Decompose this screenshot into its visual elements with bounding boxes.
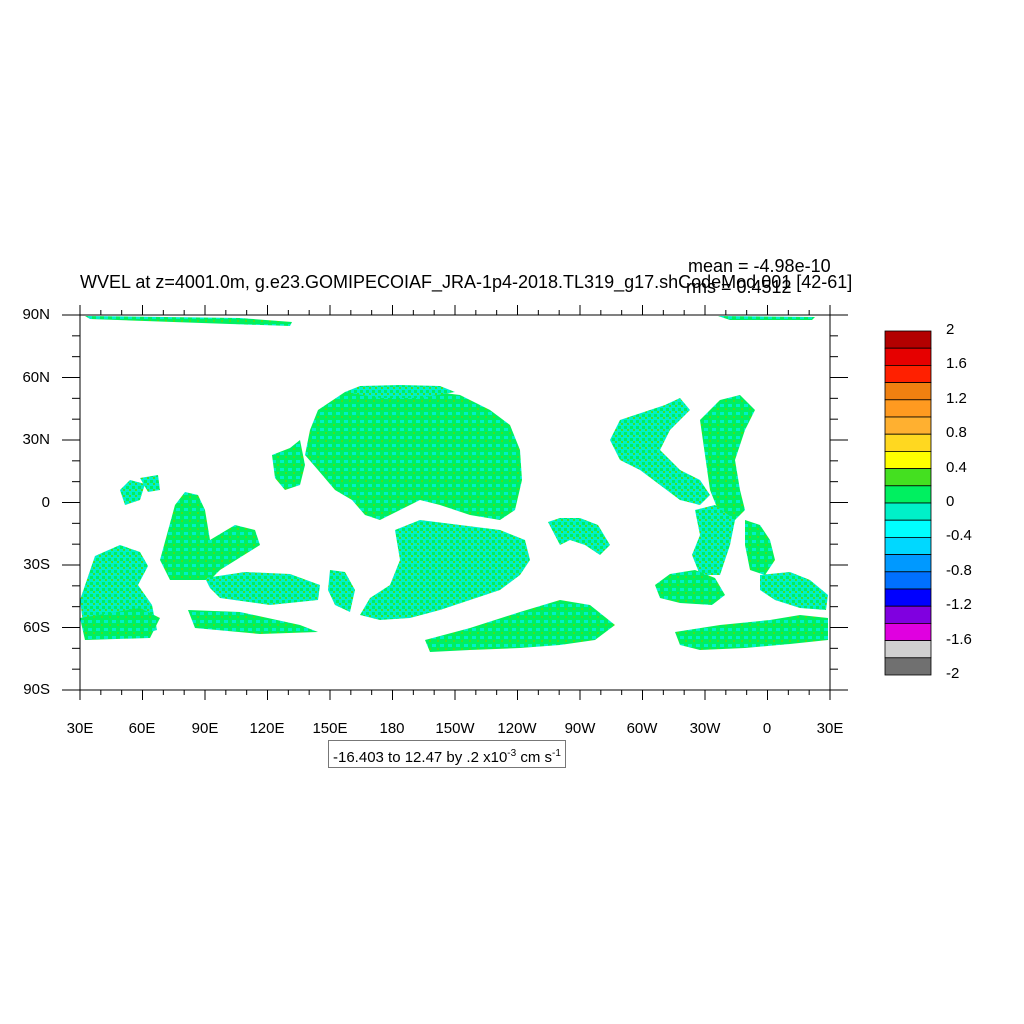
lon-label-90e: 90E xyxy=(191,720,219,737)
ocean-region-arabian xyxy=(120,480,145,505)
colorbar-label: -2 xyxy=(946,665,960,682)
ocean-region-coral xyxy=(328,570,355,612)
ocean-region-tasman xyxy=(205,572,320,605)
ocean-fields xyxy=(80,316,828,652)
colorbar-swatch xyxy=(884,347,932,366)
lon-label-30e-right: 30E xyxy=(816,720,844,737)
colorbar-label: 2 xyxy=(946,321,955,338)
colorbar-swatch xyxy=(884,519,932,538)
lon-label-60w: 60W xyxy=(626,720,658,737)
colorbar-label: 0.8 xyxy=(946,424,967,442)
ocean-region-east-pacific xyxy=(548,518,610,555)
colorbar-swatch xyxy=(884,571,932,590)
ocean-region-southern-pacific xyxy=(425,600,615,652)
ocean-region-bay xyxy=(140,475,160,492)
colorbar-swatch xyxy=(884,502,932,521)
lat-label-30n: 30N xyxy=(22,431,50,448)
colorbar-label: 1.2 xyxy=(946,389,967,407)
ocean-region-indian-east xyxy=(160,492,260,580)
lon-label-0: 0 xyxy=(762,720,772,737)
contour-info-exp: -3 xyxy=(507,748,517,759)
ocean-region-north-atlantic-east xyxy=(700,395,755,520)
lon-label-30w: 30W xyxy=(689,720,721,737)
ocean-region-south-pacific xyxy=(360,520,530,620)
lon-label-30e: 30E xyxy=(66,720,94,737)
lon-label-180: 180 xyxy=(379,720,405,737)
plot-title: WVEL at z=4001.0m, g.e23.GOMIPECOIAF_JRA… xyxy=(80,272,853,292)
ocean-region-north-pacific xyxy=(305,388,522,520)
colorbar-swatch xyxy=(884,433,932,452)
ocean-region-southern-au xyxy=(188,610,318,634)
colorbar-label: -0.8 xyxy=(946,561,972,579)
contour-info-box: -16.403 to 12.47 by .2 x10-3 cm s-1 xyxy=(328,740,566,768)
colorbar-swatch xyxy=(884,657,932,676)
colorbar-swatch xyxy=(884,382,932,401)
rms-stat: rms = 0.4512 xyxy=(686,277,792,297)
ocean-region-north-pacific-top xyxy=(345,385,455,398)
colorbar-label: -1.6 xyxy=(946,630,972,648)
colorbar-swatch xyxy=(884,485,932,504)
colorbar-label: 0.4 xyxy=(946,458,967,476)
lat-label-60n: 60N xyxy=(22,369,50,386)
colorbar-swatch xyxy=(884,365,932,384)
lon-label-60e: 60E xyxy=(128,720,156,737)
ocean-region-south-atlantic-east xyxy=(745,520,775,575)
colorbar-swatch xyxy=(884,399,932,418)
ocean-region-north-atlantic xyxy=(610,398,710,505)
contour-info-text: -16.403 to 12.47 by .2 x10 xyxy=(333,749,508,766)
lon-label-150e: 150E xyxy=(312,720,348,737)
contour-info-units: cm s xyxy=(516,749,553,766)
contour-info-units-exp: -1 xyxy=(552,748,561,759)
colorbar-swatch xyxy=(884,605,932,624)
colorbar-label: 0 xyxy=(946,493,955,510)
lat-label-30s: 30S xyxy=(23,556,50,573)
colorbar-swatch xyxy=(884,536,932,555)
colorbar-swatch xyxy=(884,640,932,659)
lat-label-60s: 60S xyxy=(23,619,50,636)
colorbar xyxy=(884,330,932,676)
lat-label-90n: 90N xyxy=(22,306,50,323)
ocean-region-philippine xyxy=(272,440,305,490)
colorbar-swatch xyxy=(884,554,932,573)
lat-label-0: 0 xyxy=(41,494,50,511)
lon-label-120e: 120E xyxy=(249,720,285,737)
colorbar-swatch xyxy=(884,451,932,470)
ocean-region-arctic-west xyxy=(85,316,292,326)
colorbar-label: -0.4 xyxy=(946,527,972,545)
colorbar-swatch xyxy=(884,416,932,435)
lat-label-90s: 90S xyxy=(23,681,50,698)
ocean-region-southern-indian xyxy=(80,608,160,640)
colorbar-label: 1.6 xyxy=(946,355,967,373)
ocean-region-south-atlantic xyxy=(692,505,735,575)
colorbar-label: -1.2 xyxy=(946,596,972,614)
ocean-region-argentine xyxy=(655,570,725,605)
mean-stat: mean = -4.98e-10 xyxy=(688,256,831,276)
colorbar-swatch xyxy=(884,468,932,487)
ocean-region-southern-atlantic xyxy=(675,615,828,650)
lon-label-150w: 150W xyxy=(435,720,475,737)
colorbar-swatch xyxy=(884,588,932,607)
lon-label-120w: 120W xyxy=(497,720,537,737)
axis-ticks xyxy=(62,305,848,700)
colorbar-swatch xyxy=(884,330,932,349)
ocean-region-arctic-east xyxy=(718,316,815,320)
ocean-region-cape xyxy=(760,572,828,610)
lon-label-90w: 90W xyxy=(564,720,596,737)
colorbar-swatch xyxy=(884,622,932,641)
